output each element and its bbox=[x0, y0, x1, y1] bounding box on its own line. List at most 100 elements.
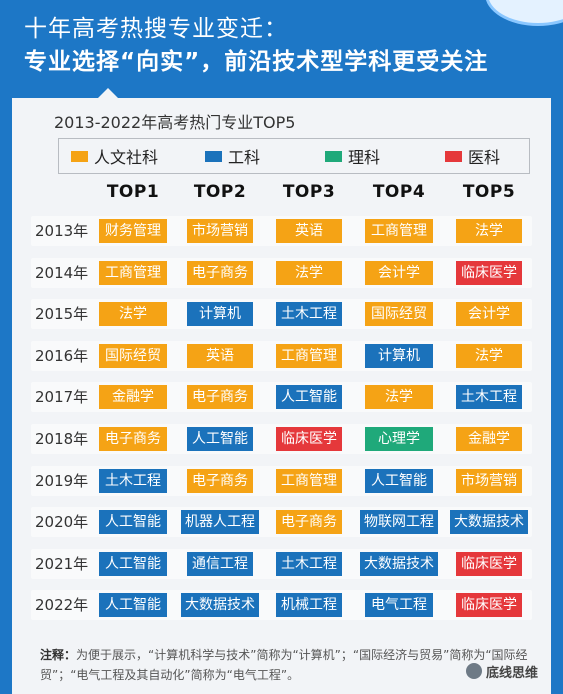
table-row: 2020年 人工智能 机器人工程 电子商务 物联网工程 大数据技术 bbox=[31, 507, 532, 537]
major-tag: 工商管理 bbox=[99, 261, 167, 285]
major-tag: 工商管理 bbox=[276, 344, 342, 368]
table-row: 2018年 电子商务 人工智能 临床医学 心理学 金融学 bbox=[31, 424, 532, 454]
table-row: 2013年 财务管理 市场营销 英语 工商管理 法学 bbox=[31, 216, 532, 246]
table-row: 2014年 工商管理 电子商务 法学 会计学 临床医学 bbox=[31, 258, 532, 288]
major-tag: 电子商务 bbox=[187, 469, 253, 493]
card-notch bbox=[96, 88, 120, 100]
legend-label-science: 理科 bbox=[348, 148, 381, 167]
row-year-label: 2019年 bbox=[35, 472, 89, 490]
major-tag: 人工智能 bbox=[276, 385, 342, 409]
major-tag: 土木工程 bbox=[456, 385, 522, 409]
major-tag: 人工智能 bbox=[365, 469, 433, 493]
major-tag: 人工智能 bbox=[99, 552, 167, 576]
footnote-text: 为便于展示，“计算机科学与技术”简称为“计算机”；“国际经济与贸易”简称为“国际… bbox=[40, 648, 528, 682]
major-tag: 物联网工程 bbox=[360, 510, 438, 534]
title-line-2: 专业选择“向实”，前沿技术型学科更受关注 bbox=[24, 49, 489, 75]
footnote-label: 注释： bbox=[40, 648, 77, 662]
major-tag: 人工智能 bbox=[99, 510, 167, 534]
legend-swatch-humanities bbox=[71, 150, 88, 162]
table-row: 2021年 人工智能 通信工程 土木工程 大数据技术 临床医学 bbox=[31, 549, 532, 579]
column-header-top3: TOP3 bbox=[282, 182, 336, 202]
table-row: 2022年 人工智能 大数据技术 机械工程 电气工程 临床医学 bbox=[31, 590, 532, 620]
table-row: 2016年 国际经贸 英语 工商管理 计算机 法学 bbox=[31, 341, 532, 371]
row-year-label: 2014年 bbox=[35, 264, 89, 282]
column-header-top4: TOP4 bbox=[372, 182, 426, 202]
major-tag: 人工智能 bbox=[187, 427, 253, 451]
major-tag: 金融学 bbox=[99, 385, 167, 409]
major-tag: 计算机 bbox=[365, 344, 433, 368]
major-tag: 法学 bbox=[276, 261, 342, 285]
legend-item-medicine: 医科 bbox=[445, 139, 500, 173]
row-year-label: 2017年 bbox=[35, 388, 89, 406]
header: 十年高考热搜专业变迁： 专业选择“向实”，前沿技术型学科更受关注 bbox=[0, 0, 563, 100]
major-tag: 法学 bbox=[456, 219, 522, 243]
major-tag: 临床医学 bbox=[456, 552, 522, 576]
major-tag: 法学 bbox=[456, 344, 522, 368]
table-row: 2019年 土木工程 电子商务 工商管理 人工智能 市场营销 bbox=[31, 466, 532, 496]
legend-swatch-science bbox=[325, 150, 342, 162]
major-tag: 工商管理 bbox=[365, 219, 433, 243]
legend: 人文社科 工科 理科 医科 bbox=[58, 138, 530, 174]
major-tag: 法学 bbox=[365, 385, 433, 409]
major-tag: 电子商务 bbox=[276, 510, 342, 534]
row-year-label: 2022年 bbox=[35, 596, 89, 614]
legend-label-medicine: 医科 bbox=[468, 148, 501, 167]
legend-swatch-engineering bbox=[205, 150, 222, 162]
table-row: 2017年 金融学 电子商务 人工智能 法学 土木工程 bbox=[31, 382, 532, 412]
major-tag: 机械工程 bbox=[276, 593, 342, 617]
column-header-top2: TOP2 bbox=[193, 182, 247, 202]
major-tag: 计算机 bbox=[187, 302, 253, 326]
major-tag: 国际经贸 bbox=[99, 344, 167, 368]
major-tag: 市场营销 bbox=[456, 469, 522, 493]
major-tag: 金融学 bbox=[456, 427, 522, 451]
major-tag: 通信工程 bbox=[187, 552, 253, 576]
row-year-label: 2013年 bbox=[35, 222, 89, 240]
major-tag: 会计学 bbox=[365, 261, 433, 285]
major-tag: 法学 bbox=[99, 302, 167, 326]
major-tag: 会计学 bbox=[456, 302, 522, 326]
row-year-label: 2018年 bbox=[35, 430, 89, 448]
major-tag: 心理学 bbox=[365, 427, 433, 451]
watermark-text: 底线思维 bbox=[486, 665, 539, 681]
column-header-top5: TOP5 bbox=[462, 182, 516, 202]
row-year-label: 2015年 bbox=[35, 305, 89, 323]
major-tag: 临床医学 bbox=[456, 261, 522, 285]
legend-swatch-medicine bbox=[445, 150, 462, 162]
major-tag: 临床医学 bbox=[276, 427, 342, 451]
major-tag: 电子商务 bbox=[187, 261, 253, 285]
watermark-logo-icon bbox=[466, 663, 482, 679]
major-tag: 电子商务 bbox=[187, 385, 253, 409]
row-year-label: 2016年 bbox=[35, 347, 89, 365]
major-tag: 土木工程 bbox=[276, 552, 342, 576]
major-tag: 大数据技术 bbox=[450, 510, 528, 534]
major-tag: 人工智能 bbox=[99, 593, 167, 617]
major-tag: 英语 bbox=[276, 219, 342, 243]
chart-title: 2013-2022年高考热门专业TOP5 bbox=[54, 113, 296, 132]
legend-item-science: 理科 bbox=[325, 139, 380, 173]
major-tag: 大数据技术 bbox=[360, 552, 438, 576]
row-year-label: 2021年 bbox=[35, 555, 89, 573]
table-row: 2015年 法学 计算机 土木工程 国际经贸 会计学 bbox=[31, 299, 532, 329]
legend-label-humanities: 人文社科 bbox=[94, 148, 159, 167]
row-year-label: 2020年 bbox=[35, 513, 89, 531]
legend-item-humanities: 人文社科 bbox=[71, 139, 158, 173]
column-headers: TOP1 TOP2 TOP3 TOP4 TOP5 bbox=[0, 182, 563, 210]
title-line-1: 十年高考热搜专业变迁： bbox=[24, 16, 288, 42]
watermark: 底线思维 bbox=[466, 660, 538, 682]
major-tag: 大数据技术 bbox=[181, 593, 259, 617]
column-header-top1: TOP1 bbox=[106, 182, 160, 202]
major-tag: 电气工程 bbox=[365, 593, 433, 617]
major-tag: 土木工程 bbox=[276, 302, 342, 326]
major-tag: 英语 bbox=[187, 344, 253, 368]
major-tag: 电子商务 bbox=[99, 427, 167, 451]
major-tag: 土木工程 bbox=[99, 469, 167, 493]
legend-label-engineering: 工科 bbox=[228, 148, 261, 167]
major-tag: 国际经贸 bbox=[365, 302, 433, 326]
major-tag: 市场营销 bbox=[187, 219, 253, 243]
major-tag: 工商管理 bbox=[276, 469, 342, 493]
major-tag: 临床医学 bbox=[456, 593, 522, 617]
footnote: 注释：为便于展示，“计算机科学与技术”简称为“计算机”；“国际经济与贸易”简称为… bbox=[40, 645, 540, 685]
major-tag: 机器人工程 bbox=[181, 510, 259, 534]
major-tag: 财务管理 bbox=[99, 219, 167, 243]
